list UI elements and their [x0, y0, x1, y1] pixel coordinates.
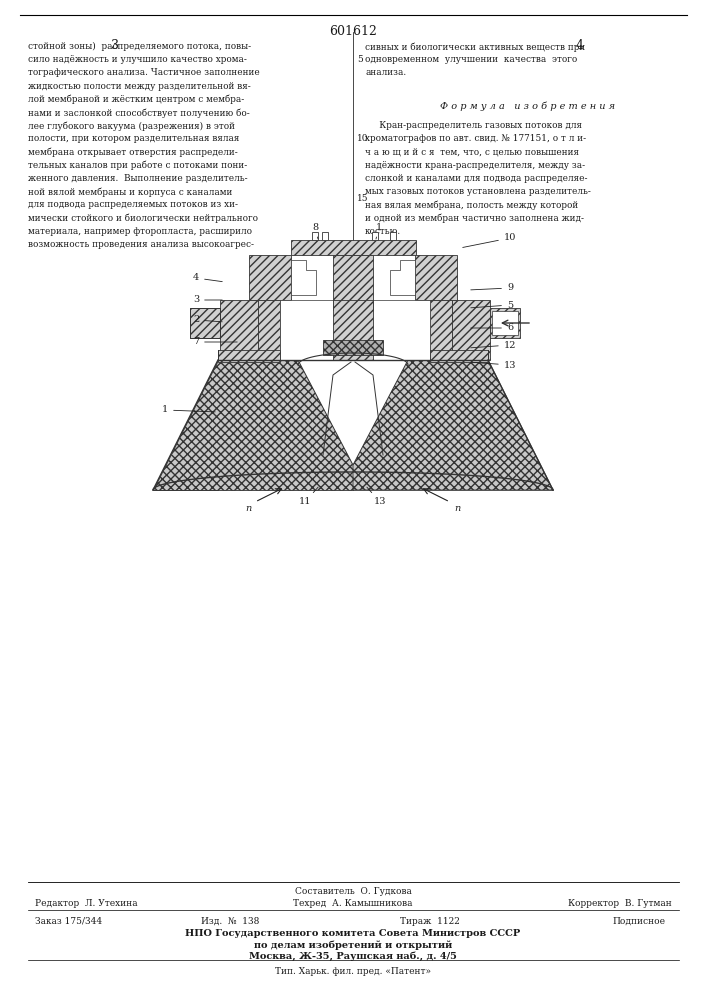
Polygon shape	[390, 260, 415, 295]
Text: 5: 5	[471, 300, 513, 310]
Text: 10: 10	[357, 134, 368, 143]
Text: 8: 8	[312, 223, 318, 239]
Text: нами и заслонкой способствует получению бо-: нами и заслонкой способствует получению …	[28, 108, 250, 117]
Bar	[323, 340, 383, 355]
Text: 15: 15	[357, 194, 368, 203]
Text: 3: 3	[193, 296, 222, 304]
Text: 13: 13	[471, 360, 516, 369]
Text: Техред  А. Камышникова: Техред А. Камышникова	[293, 899, 413, 908]
Text: n: n	[454, 504, 460, 513]
Text: ч а ю щ и й с я  тем, что, с целью повышения: ч а ю щ и й с я тем, что, с целью повыше…	[365, 148, 579, 157]
Text: мых газовых потоков установлена разделитель-: мых газовых потоков установлена разделит…	[365, 187, 591, 196]
Text: 3: 3	[111, 39, 119, 52]
Bar	[312, 232, 318, 240]
Text: n: n	[245, 504, 251, 513]
Text: хроматографов по авт. свид. № 177151, о т л и-: хроматографов по авт. свид. № 177151, о …	[365, 134, 586, 143]
Text: 2: 2	[193, 316, 222, 324]
Bar	[190, 308, 220, 338]
Bar	[415, 255, 457, 300]
Text: возможность проведения анализа высокоагрес-: возможность проведения анализа высокоагр…	[28, 240, 254, 249]
Text: Москва, Ж-35, Раушская наб., д. 4/5: Москва, Ж-35, Раушская наб., д. 4/5	[249, 951, 457, 961]
Polygon shape	[298, 360, 408, 465]
Text: надёжности крана-распределителя, между за-: надёжности крана-распределителя, между з…	[365, 161, 585, 170]
Text: по делам изобретений и открытий: по делам изобретений и открытий	[254, 940, 452, 950]
Text: материала, например фторопласта, расширило: материала, например фторопласта, расшири…	[28, 227, 252, 236]
Polygon shape	[291, 260, 316, 295]
Bar	[218, 350, 280, 362]
Text: полости, при котором разделительная вялая: полости, при котором разделительная вяла…	[28, 134, 240, 143]
Text: лой мембраной и жёстким центром с мембра-: лой мембраной и жёстким центром с мембра…	[28, 95, 244, 104]
Bar	[333, 300, 373, 360]
Text: мически стойкого и биологически нейтрального: мически стойкого и биологически нейтраль…	[28, 214, 258, 223]
Bar	[333, 255, 373, 310]
Bar	[190, 308, 220, 338]
Bar	[291, 240, 416, 255]
Text: 10: 10	[462, 233, 516, 247]
Text: 7: 7	[193, 338, 238, 347]
Bar	[430, 350, 488, 362]
Text: 13: 13	[367, 487, 386, 506]
Text: 9: 9	[471, 284, 513, 292]
Bar	[372, 232, 378, 240]
Text: Составитель  О. Гудкова: Составитель О. Гудкова	[295, 887, 411, 896]
Text: Изд.  №  138: Изд. № 138	[201, 917, 259, 926]
Text: 601612: 601612	[329, 25, 377, 38]
Bar	[430, 300, 452, 360]
Polygon shape	[353, 360, 553, 490]
Bar	[280, 300, 430, 360]
Bar	[249, 255, 291, 300]
Bar	[490, 308, 520, 338]
Text: стойной зоны)  распределяемого потока, повы-: стойной зоны) распределяемого потока, по…	[28, 42, 251, 51]
Text: Ф о р м у л а   и з о б р е т е н и я: Ф о р м у л а и з о б р е т е н и я	[440, 101, 616, 111]
Text: 12: 12	[471, 340, 516, 350]
Bar	[322, 232, 328, 240]
Text: 5: 5	[357, 55, 363, 64]
Text: 11: 11	[299, 487, 318, 506]
Text: Тираж  1122: Тираж 1122	[400, 917, 460, 926]
Bar	[452, 300, 490, 360]
Bar	[220, 300, 258, 360]
Text: и одной из мембран частично заполнена жид-: и одной из мембран частично заполнена жи…	[365, 214, 584, 223]
Text: 4: 4	[193, 273, 222, 282]
Text: тографического анализа. Частичное заполнение: тографического анализа. Частичное заполн…	[28, 68, 259, 77]
Text: тельных каналов при работе с потоками пони-: тельных каналов при работе с потоками по…	[28, 161, 247, 170]
Text: Тип. Харьк. фил. пред. «Патент»: Тип. Харьк. фил. пред. «Патент»	[275, 967, 431, 976]
Text: 6: 6	[471, 324, 513, 332]
Text: одновременном  улучшении  качества  этого: одновременном улучшении качества этого	[365, 55, 577, 64]
Text: 1: 1	[376, 223, 382, 239]
Text: жидкостью полости между разделительной вя-: жидкостью полости между разделительной в…	[28, 82, 251, 91]
Text: ной вялой мембраны и корпуса с каналами: ной вялой мембраны и корпуса с каналами	[28, 187, 233, 197]
Text: сивных и биологически активных веществ при: сивных и биологически активных веществ п…	[365, 42, 585, 51]
Polygon shape	[153, 360, 353, 490]
Text: анализа.: анализа.	[365, 68, 407, 77]
Text: женного давления.  Выполнение разделитель-: женного давления. Выполнение разделитель…	[28, 174, 247, 183]
Text: слонкой и каналами для подвода распределяе-: слонкой и каналами для подвода распредел…	[365, 174, 588, 183]
Text: Кран-распределитель газовых потоков для: Кран-распределитель газовых потоков для	[365, 121, 582, 130]
Text: Редактор  Л. Утехина: Редактор Л. Утехина	[35, 899, 138, 908]
Text: костью.: костью.	[365, 227, 402, 236]
Bar	[258, 300, 280, 360]
Text: Корректор  В. Гутман: Корректор В. Гутман	[568, 899, 672, 908]
Text: лее глубокого вакуума (разрежения) в этой: лее глубокого вакуума (разрежения) в это…	[28, 121, 235, 131]
Text: сило надёжность и улучшило качество хрома-: сило надёжность и улучшило качество хром…	[28, 55, 247, 64]
Bar	[390, 232, 396, 240]
Bar	[492, 311, 518, 335]
Text: мембрана открывает отверстия распредели-: мембрана открывает отверстия распредели-	[28, 148, 238, 157]
Text: ная вялая мембрана, полость между которой: ная вялая мембрана, полость между которо…	[365, 200, 578, 210]
Text: 1: 1	[162, 406, 215, 414]
Text: Подписное: Подписное	[612, 917, 665, 926]
Text: НПО Государственного комитета Совета Министров СССР: НПО Государственного комитета Совета Мин…	[185, 929, 520, 938]
Text: Заказ 175/344: Заказ 175/344	[35, 917, 102, 926]
Text: 4: 4	[576, 39, 584, 52]
Text: для подвода распределяемых потоков из хи-: для подвода распределяемых потоков из хи…	[28, 200, 238, 209]
